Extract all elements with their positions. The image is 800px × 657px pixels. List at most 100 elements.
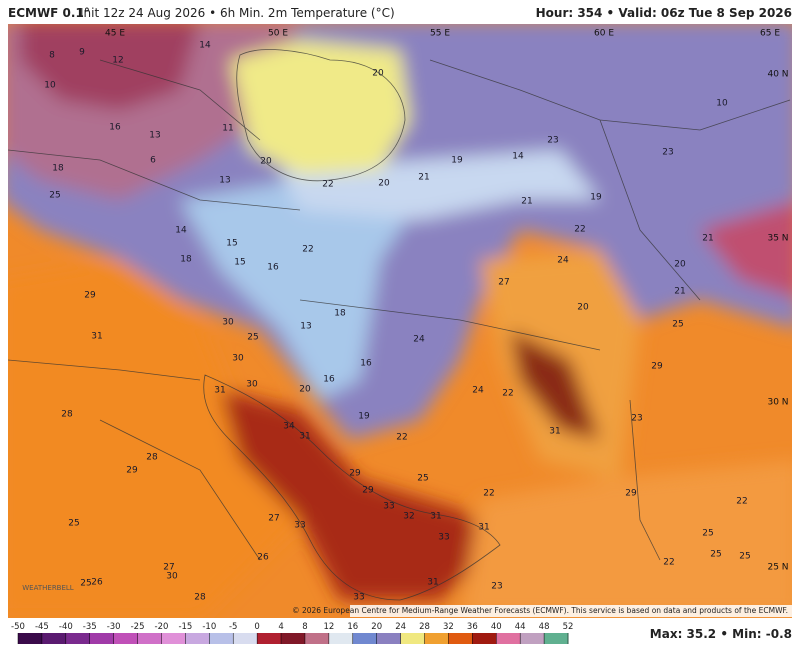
colorbar-tick-label: -45 [35, 622, 49, 632]
temperature-label: 25 [49, 191, 60, 201]
temperature-label: 27 [498, 278, 509, 288]
temperature-label: 11 [222, 124, 233, 134]
temperature-label: 31 [427, 578, 438, 588]
temperature-label: 31 [214, 386, 225, 396]
temperature-label: 29 [84, 291, 96, 301]
temperature-label: 25 [672, 320, 683, 330]
colorbar-segment [472, 633, 497, 644]
temperature-label: 30 [232, 354, 244, 364]
temperature-label: 31 [430, 512, 441, 522]
temperature-label: 29 [126, 466, 138, 476]
geo-label: 40 N [767, 70, 788, 80]
colorbar-tick-label: -15 [178, 622, 192, 632]
geo-label: 35 N [767, 234, 788, 244]
temperature-label: 22 [502, 389, 513, 399]
colorbar-tick-label: 0 [254, 622, 259, 632]
temperature-label: 33 [353, 593, 364, 603]
copyright: © 2026 European Centre for Medium-Range … [292, 606, 788, 615]
geo-label: 45 E [105, 29, 125, 39]
temperature-label: 30 [222, 318, 234, 328]
temperature-label: 25 [417, 474, 428, 484]
colorbar-tick-label: 32 [443, 622, 454, 632]
temperature-label: 13 [219, 176, 230, 186]
model-title: ECMWF 0.1° [8, 6, 90, 20]
temperature-label: 31 [549, 427, 560, 437]
colorbar-segment [520, 633, 545, 644]
colorbar-tick-label: -35 [83, 622, 97, 632]
temperature-label: 14 [175, 226, 187, 236]
colorbar-segment [376, 633, 402, 644]
temperature-label: 24 [557, 256, 569, 266]
temperature-label: 21 [674, 287, 685, 297]
temperature-label: 30 [166, 572, 178, 582]
temperature-label: 23 [631, 414, 642, 424]
temperature-label: 21 [418, 173, 429, 183]
colorbar-segment [161, 633, 186, 644]
temperature-label: 10 [44, 81, 56, 91]
colorbar-tick-label: 24 [395, 622, 406, 632]
colorbar-segment [65, 633, 91, 644]
colorbar-tick-label: -25 [131, 622, 145, 632]
temperature-label: 18 [180, 255, 192, 265]
colorbar-tick-label: -30 [107, 622, 121, 632]
temperature-label: 25 [739, 552, 750, 562]
colorbar-tick-label: -10 [202, 622, 216, 632]
init-title: Init 12z 24 Aug 2026 • 6h Min. 2m Temper… [80, 6, 395, 20]
temperature-label: 28 [146, 453, 158, 463]
colorbar-tick-label: 36 [467, 622, 478, 632]
colorbar-segment [257, 633, 282, 644]
colorbar-segment [400, 633, 426, 644]
temperature-label: 20 [299, 385, 311, 395]
temperature-label: 22 [736, 497, 747, 507]
temperature-label: 23 [662, 148, 673, 158]
colorbar-segment [496, 633, 521, 644]
temperature-label: 25 [710, 550, 721, 560]
colorbar-segment [137, 633, 162, 644]
colorbar-segment [18, 633, 43, 644]
colorbar-segment [233, 633, 258, 644]
temperature-label: 21 [702, 234, 713, 244]
temperature-label: 10 [716, 99, 728, 109]
colorbar-tick-label: 20 [371, 622, 382, 632]
temperature-label: 15 [226, 239, 237, 249]
temperature-label: 26 [257, 553, 269, 563]
temperature-label: 26 [91, 578, 103, 588]
temperature-label: 23 [547, 136, 558, 146]
temperature-label: 23 [491, 582, 502, 592]
colorbar-tick-label: 8 [302, 622, 307, 632]
colorbar-tick-label: 16 [347, 622, 358, 632]
temperature-label: 33 [294, 521, 305, 531]
temperature-label: 29 [349, 469, 361, 479]
temperature-label: 16 [360, 359, 372, 369]
temperature-label: 30 [246, 380, 258, 390]
temperature-label: 20 [378, 179, 390, 189]
colorbar-segment [448, 633, 473, 644]
colorbar-tick-label: -20 [155, 622, 169, 632]
map [8, 24, 792, 618]
temperature-label: 27 [268, 514, 279, 524]
geo-label: 30 N [767, 398, 788, 408]
geo-label: 25 N [767, 563, 788, 573]
colorbar-segment [281, 633, 306, 644]
colorbar-segment [304, 633, 330, 644]
temperature-label: 18 [52, 164, 64, 174]
temperature-label: 20 [674, 260, 686, 270]
temperature-label: 31 [299, 432, 310, 442]
temperature-label: 24 [413, 335, 425, 345]
colorbar-tick-label: 48 [539, 622, 550, 632]
colorbar-segment [41, 633, 67, 644]
temperature-label: 8 [49, 51, 55, 61]
colorbar-tick-label: 52 [563, 622, 574, 632]
temperature-label: 25 [247, 333, 258, 343]
temperature-label: 6 [150, 156, 156, 166]
logo: WEATHERBELL [22, 584, 74, 592]
colorbar-tick-label: 40 [491, 622, 502, 632]
temperature-label: 22 [483, 489, 494, 499]
temperature-label: 16 [267, 263, 279, 273]
temperature-label: 20 [260, 157, 272, 167]
temperature-label: 19 [451, 156, 463, 166]
temperature-label: 33 [438, 533, 449, 543]
temperature-label: 29 [651, 362, 663, 372]
colorbar-tick-label: 44 [515, 622, 526, 632]
